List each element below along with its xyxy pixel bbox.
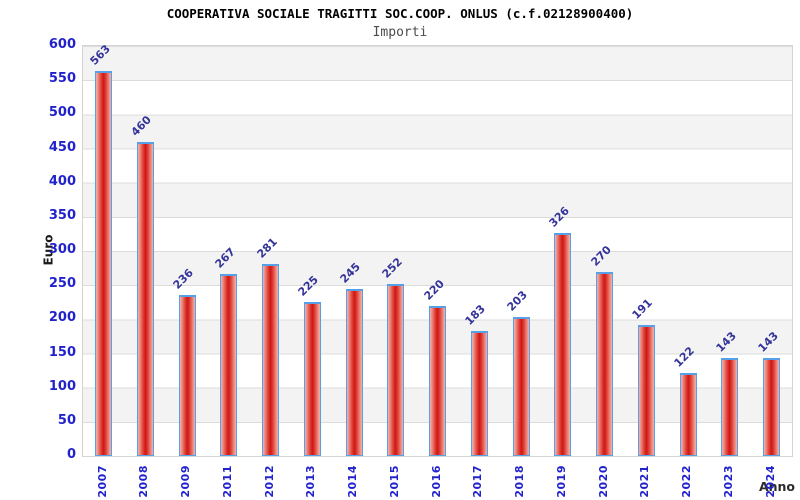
x-axis-title: Anno bbox=[758, 479, 795, 494]
x-tick-label: 2021 bbox=[638, 465, 652, 498]
x-tick-label: 2009 bbox=[179, 465, 192, 498]
y-tick-label: 150 bbox=[48, 344, 76, 360]
bar-value-label: 267 bbox=[212, 244, 238, 271]
y-tick-label: 250 bbox=[48, 276, 76, 292]
x-tick-label: 2024 bbox=[763, 465, 777, 498]
bar bbox=[429, 305, 446, 456]
bar bbox=[763, 358, 780, 456]
bar-value-label: 460 bbox=[128, 112, 155, 139]
y-tick-label: 450 bbox=[48, 139, 76, 155]
chart-subtitle: Importi bbox=[372, 25, 428, 40]
bar-value-label: 245 bbox=[337, 259, 363, 286]
x-tick-label: 2015 bbox=[387, 465, 401, 498]
bar-value-label: 183 bbox=[462, 302, 489, 328]
bar-value-label: 203 bbox=[504, 288, 530, 314]
bar bbox=[554, 233, 572, 456]
bar bbox=[262, 263, 279, 456]
bar bbox=[637, 325, 655, 456]
bar bbox=[220, 273, 238, 456]
y-tick-label: 550 bbox=[48, 71, 76, 87]
x-tick-label: 2017 bbox=[471, 465, 485, 498]
chart-title: COOPERATIVA SOCIALE TRAGITTI SOC.COOP. O… bbox=[166, 6, 634, 21]
x-tick-label: 2007 bbox=[95, 465, 109, 498]
bar-value-label: 563 bbox=[87, 42, 113, 68]
bar bbox=[679, 372, 697, 456]
bar-value-label: 143 bbox=[755, 329, 781, 355]
x-tick-label: 2023 bbox=[721, 465, 735, 498]
x-tick-label: 2022 bbox=[680, 465, 693, 498]
x-tick-label: 2013 bbox=[304, 465, 318, 498]
x-tick-label: 2014 bbox=[346, 465, 359, 498]
bar-value-label: 270 bbox=[588, 242, 614, 269]
bar-value-label: 281 bbox=[254, 235, 280, 261]
x-tick-label: 2012 bbox=[262, 465, 276, 498]
x-tick-label: 2016 bbox=[429, 465, 443, 498]
bar-value-label: 225 bbox=[295, 273, 322, 299]
y-tick-label: 600 bbox=[48, 37, 76, 52]
bar bbox=[721, 358, 739, 456]
bar bbox=[512, 317, 530, 456]
bar-value-label: 236 bbox=[170, 265, 196, 292]
bar bbox=[178, 294, 196, 456]
bar bbox=[95, 71, 112, 456]
x-tick-label: 2019 bbox=[554, 465, 568, 498]
x-tick-label: 2020 bbox=[596, 465, 610, 498]
bar bbox=[136, 141, 154, 456]
plot-area: 563 460 236 267 281 225 245 252 220 183 203 326 270 1… bbox=[82, 42, 793, 457]
y-tick-label: 100 bbox=[48, 378, 76, 394]
y-tick-label: 400 bbox=[48, 173, 76, 189]
bar bbox=[303, 302, 321, 456]
y-tick-label: 50 bbox=[57, 412, 76, 428]
y-tick-label: 0 bbox=[66, 447, 76, 462]
bar-value-label: 122 bbox=[671, 343, 697, 370]
x-tick-label: 2018 bbox=[513, 465, 526, 498]
bar-value-label: 143 bbox=[713, 329, 739, 355]
y-tick-label: 200 bbox=[48, 310, 76, 326]
bar bbox=[596, 271, 613, 456]
x-tick-label: 2011 bbox=[220, 465, 234, 498]
bar bbox=[470, 330, 488, 456]
bar-value-label: 326 bbox=[546, 204, 572, 230]
bar bbox=[387, 283, 405, 456]
bar-value-label: 220 bbox=[421, 276, 447, 303]
x-tick-label: 2008 bbox=[137, 465, 151, 498]
y-tick-label: 350 bbox=[48, 207, 76, 223]
y-tick-label: 500 bbox=[48, 105, 76, 121]
bar-value-label: 252 bbox=[379, 255, 405, 281]
bar-value-label: 191 bbox=[629, 296, 656, 323]
bar bbox=[345, 288, 363, 456]
y-tick-label: 300 bbox=[48, 242, 76, 257]
